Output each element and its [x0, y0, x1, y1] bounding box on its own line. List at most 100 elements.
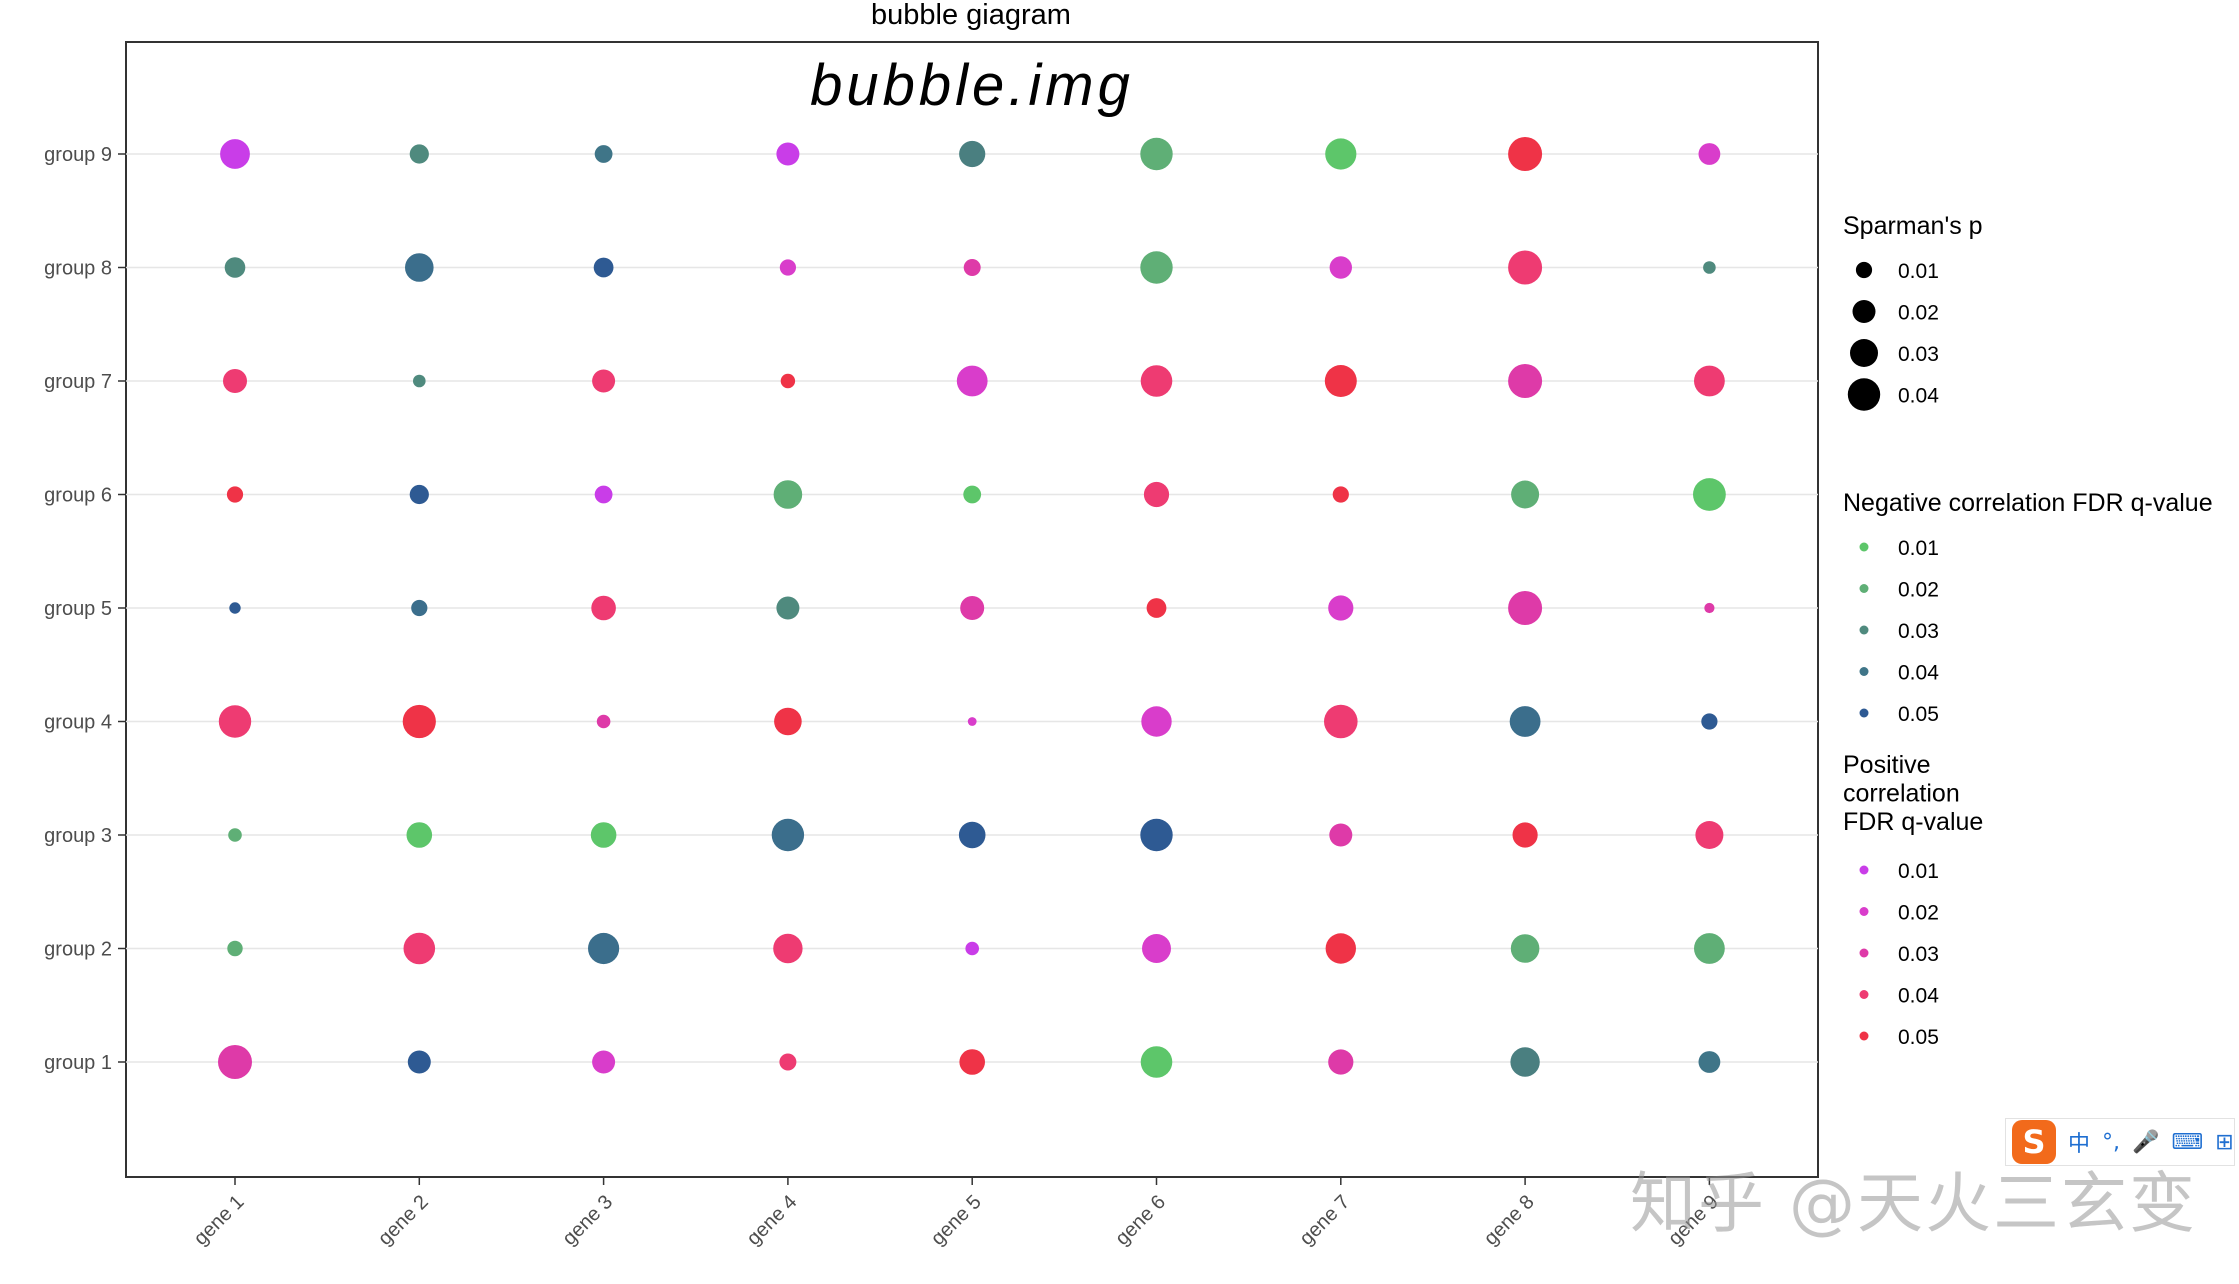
x-tick-label: gene 2	[374, 1191, 433, 1250]
legend-key-color	[1859, 667, 1869, 676]
bubble-point	[593, 257, 614, 278]
bubble-point	[1509, 706, 1541, 737]
legend-label: 0.01	[1898, 260, 1939, 283]
bubble-point	[1325, 138, 1357, 170]
bubble-point	[773, 480, 803, 509]
bubble-point	[1142, 934, 1171, 963]
legend-key-size	[1850, 339, 1878, 367]
bubble-point	[218, 705, 252, 738]
bubble-point	[1140, 365, 1173, 397]
bubble-point	[774, 707, 802, 736]
data-points	[218, 137, 1726, 1079]
bubble-point	[226, 486, 244, 503]
bubble-point	[959, 1049, 985, 1075]
bubble-point	[1695, 821, 1724, 849]
bubble-point	[224, 257, 246, 278]
bubble-point	[780, 373, 796, 389]
y-tick-label: group 4	[44, 712, 112, 734]
legend-title-positive: FDR q-value	[1843, 808, 1983, 836]
bubble-point	[596, 714, 611, 729]
bubble-point	[402, 704, 436, 739]
bubble-point	[409, 484, 429, 505]
legend: Sparman's p 0.01 0.02 0.03 0.04 Negative corr…	[1843, 212, 2213, 1049]
legend-key-color	[1859, 542, 1869, 552]
bubble-point	[1508, 137, 1543, 171]
legend-key-size	[1847, 378, 1881, 411]
bubble-point	[409, 144, 429, 164]
bubble-point	[1329, 823, 1353, 847]
legend-title-positive: correlation	[1843, 780, 1960, 808]
legend-key-size	[1852, 300, 1876, 323]
bubble-point	[223, 369, 247, 393]
chart-inner-title: bubble.img	[810, 53, 1134, 118]
bubble-point	[1511, 480, 1540, 509]
bubble-point	[1694, 933, 1725, 964]
legend-key-size	[1855, 261, 1873, 279]
bubble-point	[590, 822, 617, 848]
ime-toolbar[interactable]: S 中 °, 🎤 ⌨ ⊞	[2005, 1118, 2235, 1166]
bubble-point	[963, 485, 982, 504]
y-tick-label: group 6	[44, 485, 112, 507]
bubble-point	[1694, 365, 1725, 397]
bubble-point	[592, 1050, 616, 1074]
legend-key-color	[1859, 1031, 1869, 1041]
bubble-point	[1510, 1047, 1540, 1077]
bubble-point	[411, 599, 428, 617]
bubble-point	[1508, 250, 1543, 285]
bubble-point	[592, 369, 616, 393]
ime-chinese-mode[interactable]: 中	[2068, 1132, 2091, 1157]
legend-title-size: Sparman's p	[1843, 212, 1983, 240]
bubble-point	[1328, 1049, 1354, 1075]
x-tick-label: gene 5	[927, 1191, 986, 1250]
ime-keyboard-icon[interactable]: ⌨	[2171, 1129, 2204, 1155]
bubble-point	[218, 1045, 252, 1079]
bubble-point	[1324, 365, 1357, 397]
bubble-point	[594, 145, 613, 163]
y-tick-label: group 8	[44, 258, 112, 280]
bubble-point	[227, 940, 243, 957]
legend-key-color	[1859, 865, 1869, 875]
y-tick-label: group 2	[44, 939, 112, 961]
x-tick-label: gene 4	[743, 1191, 802, 1250]
legend-label: 0.03	[1898, 620, 1939, 643]
x-tick-label: gene 7	[1296, 1191, 1355, 1250]
legend-label: 0.04	[1898, 985, 1939, 1008]
legend-label: 0.01	[1898, 537, 1939, 560]
bubble-point	[956, 365, 988, 397]
y-tick-label: group 9	[44, 144, 112, 166]
bubble-point	[1508, 591, 1543, 625]
bubble-point	[1332, 486, 1349, 503]
legend-key-color	[1859, 708, 1869, 718]
legend-title-negative: Negative correlation FDR q-value	[1843, 489, 2213, 517]
ime-microphone-icon[interactable]: 🎤	[2132, 1129, 2160, 1155]
bubble-point	[1141, 706, 1172, 737]
bubble-point	[1703, 261, 1716, 274]
bubble-point	[403, 932, 436, 965]
y-tick-label: group 3	[44, 825, 112, 847]
bubble-point	[776, 596, 800, 620]
legend-label: 0.02	[1898, 902, 1939, 925]
bubble-point	[228, 828, 242, 842]
bubble-point	[1698, 143, 1721, 165]
bubble-point	[406, 822, 433, 848]
x-tick-label: gene 6	[1111, 1191, 1170, 1250]
ime-grid-icon[interactable]: ⊞	[2215, 1129, 2234, 1155]
legend-label: 0.04	[1898, 662, 1939, 685]
bubble-point	[1698, 1051, 1721, 1073]
ime-punctuation-icon[interactable]: °,	[2102, 1129, 2121, 1155]
bubble-point	[959, 140, 986, 168]
bubble-point	[594, 485, 613, 504]
bubble-point	[588, 932, 620, 965]
bubble-point	[1143, 481, 1170, 508]
bubble-point	[1508, 364, 1543, 398]
y-tick-label: group 5	[44, 598, 112, 620]
bubble-point	[963, 259, 981, 276]
bubble-point	[771, 818, 805, 852]
bubble-point	[1324, 704, 1358, 739]
x-tick-label: gene 3	[558, 1191, 617, 1250]
bubble-point	[1512, 822, 1538, 848]
ime-logo-icon[interactable]: S	[2012, 1120, 2056, 1164]
legend-label: 0.05	[1898, 703, 1939, 726]
bubble-point	[229, 602, 241, 614]
